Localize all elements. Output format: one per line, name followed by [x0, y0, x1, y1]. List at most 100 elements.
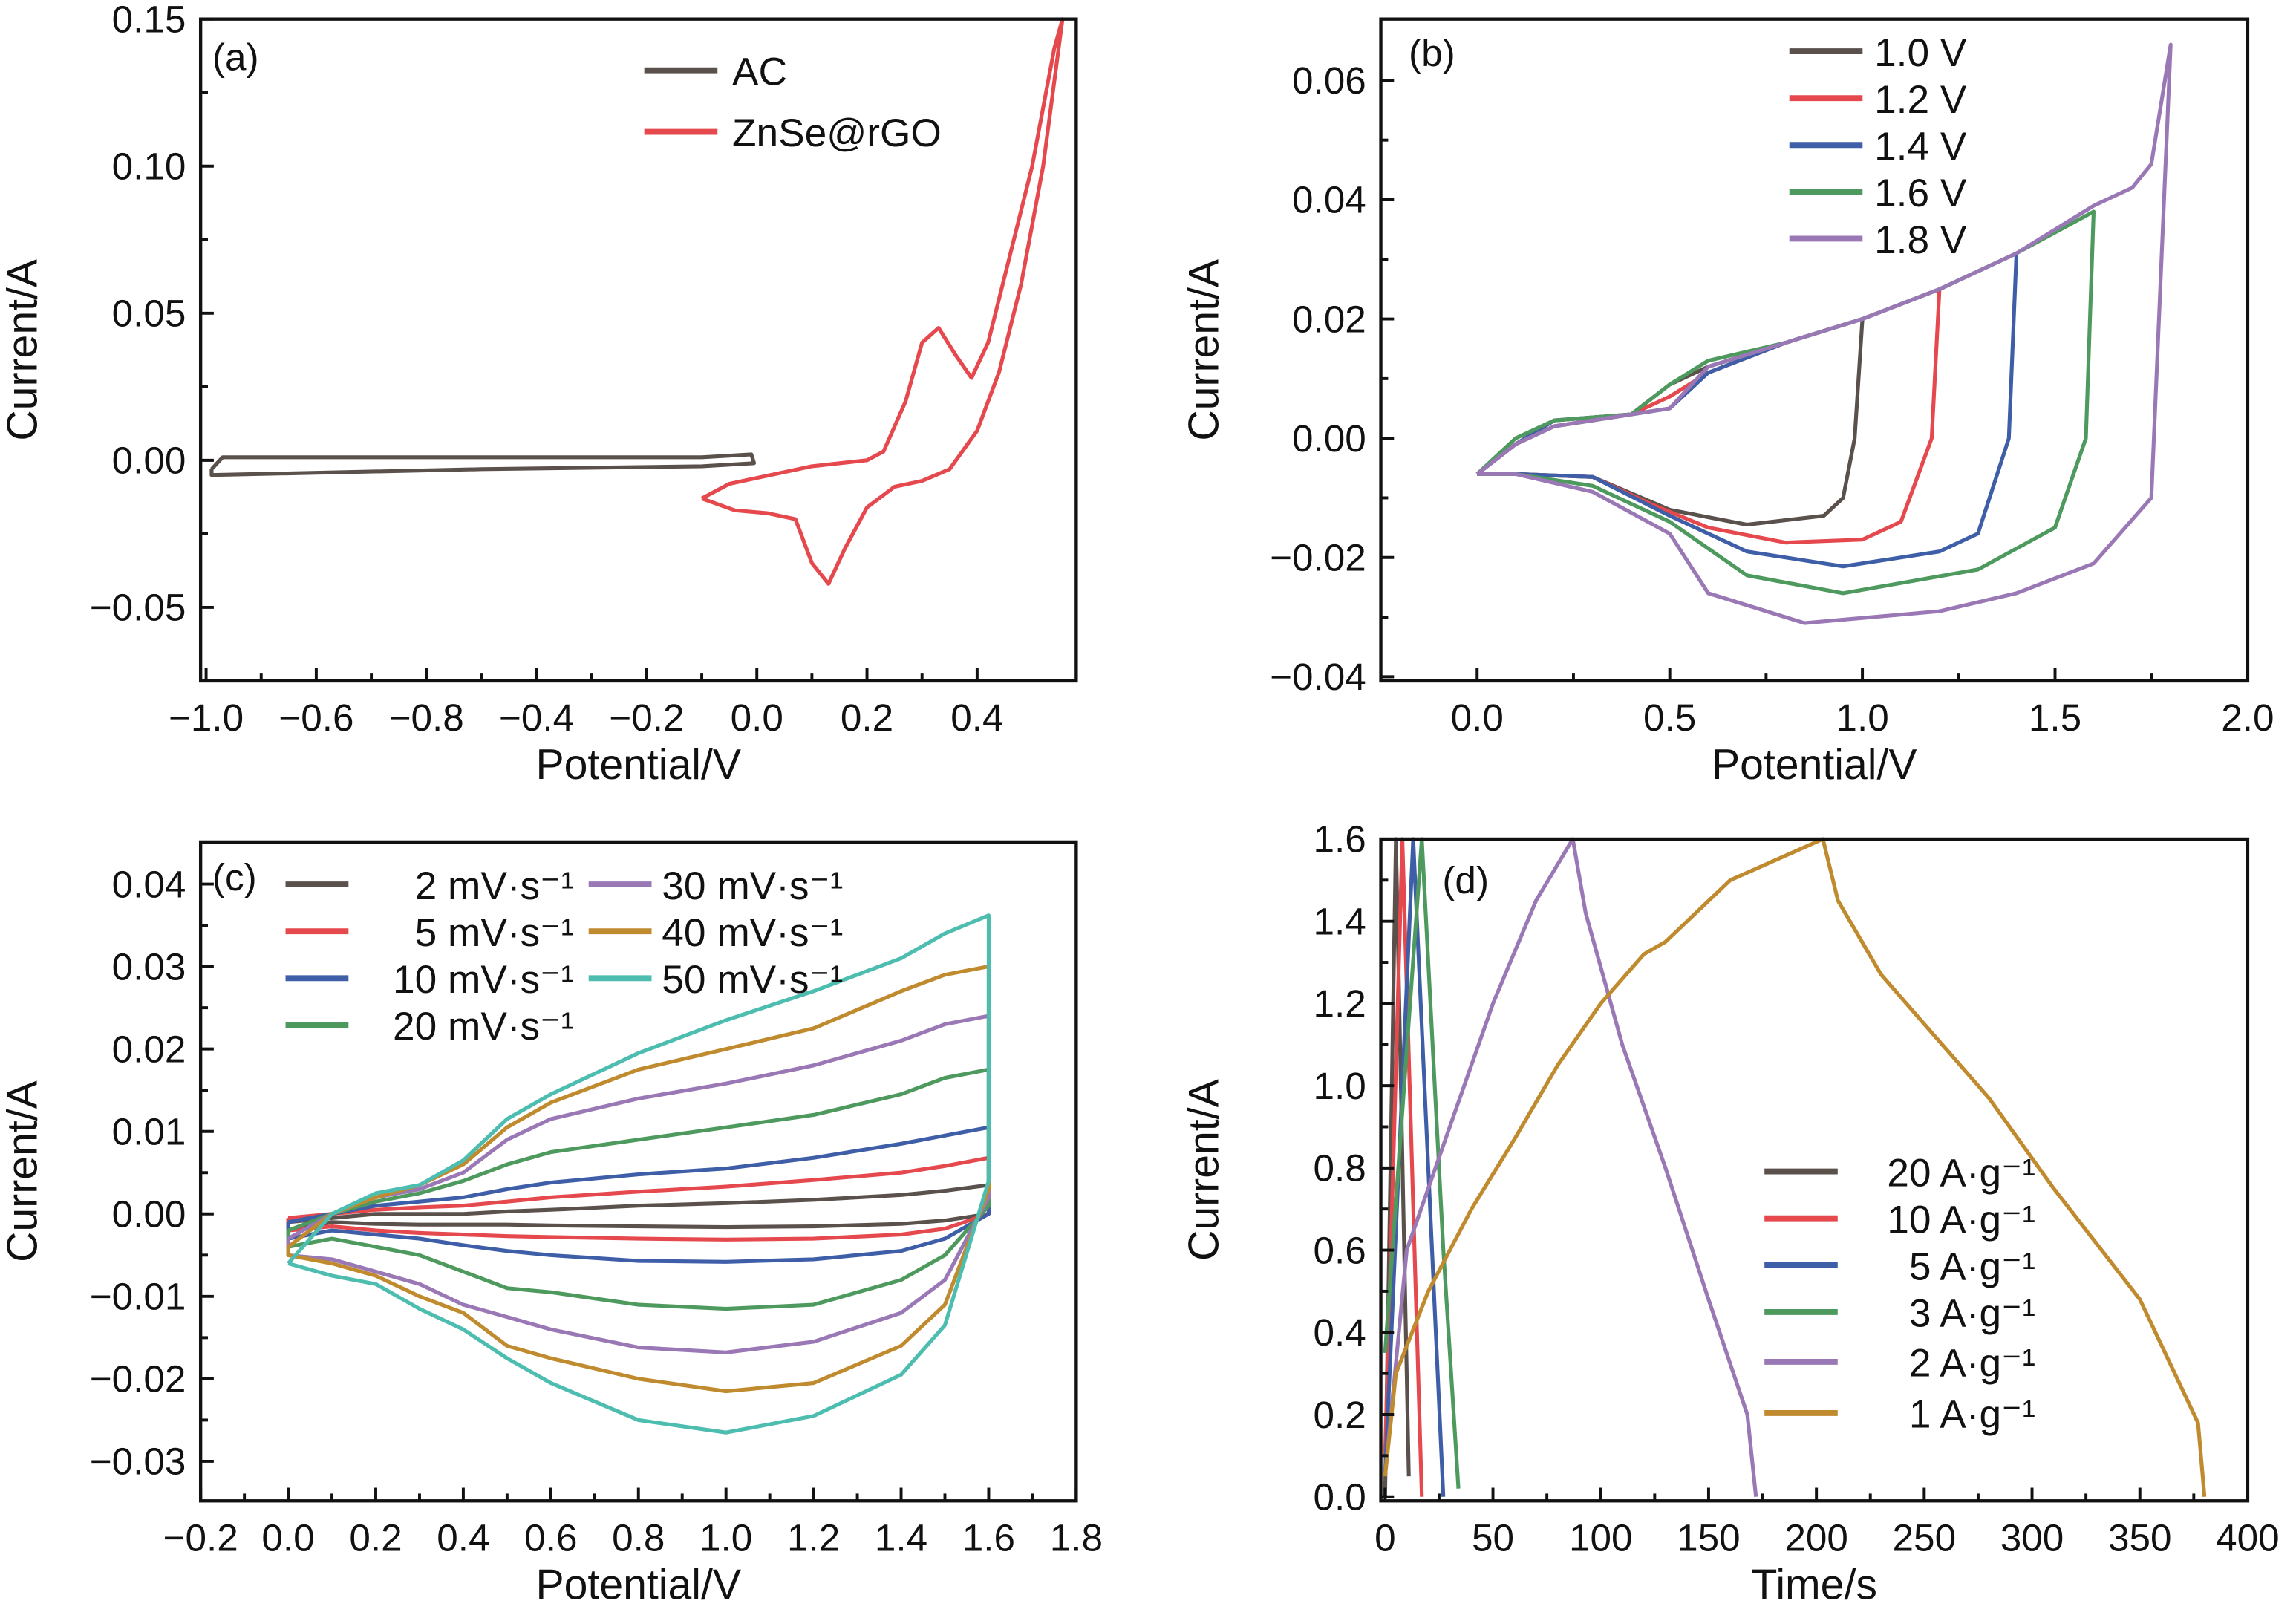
plot-frame — [198, 840, 1078, 1503]
x-tick-label: 0.4 — [437, 1516, 489, 1559]
legend-label: 2 mV·s⁻¹ — [415, 864, 574, 908]
x-tick-label: 0 — [1374, 1516, 1396, 1559]
legend-label: 1.4 V — [1874, 125, 1967, 169]
y-tick-label: 1.2 — [1314, 982, 1366, 1025]
y-tick-label: 0.02 — [112, 1028, 186, 1070]
x-tick-label: 0.2 — [349, 1516, 402, 1559]
legend-item: 30 mV·s⁻¹ — [588, 864, 843, 908]
legend-label: 40 mV·s⁻¹ — [662, 911, 843, 955]
legend-label: ZnSe@rGO — [732, 111, 942, 155]
x-tick-label: 200 — [1784, 1516, 1848, 1559]
x-tick-label: 1.6 — [962, 1516, 1015, 1559]
legend-label: AC — [732, 50, 787, 94]
legend-label: 1 A·g⁻¹ — [1909, 1393, 2035, 1437]
y-tick-label: 0.04 — [1292, 179, 1366, 221]
x-tick-label: 350 — [2108, 1516, 2172, 1559]
y-tick-label: 0.8 — [1314, 1147, 1366, 1190]
legend-item: 1.2 V — [1789, 78, 1967, 122]
legend-label: 1.0 V — [1874, 31, 1967, 75]
legend-item: 10 A·g⁻¹ — [1764, 1198, 2035, 1242]
x-tick-label: 1.4 — [875, 1516, 927, 1559]
y-axis-label: Current/A — [0, 258, 46, 441]
x-tick-label: 50 — [1472, 1516, 1514, 1559]
x-tick-label: 1.0 — [1836, 697, 1888, 739]
legend-item: 1 A·g⁻¹ — [1764, 1393, 2035, 1437]
panel-a: −1.0 −0.6 −0.8 −0.4 −0.2 0.0 0.2 0.4 −0.05 0.00 0.… — [0, 0, 1078, 789]
legend-label: 10 A·g⁻¹ — [1887, 1198, 2035, 1242]
legend-item: 50 mV·s⁻¹ — [588, 958, 843, 1002]
y-tick-label: 0.4 — [1314, 1311, 1366, 1354]
series-line-0 — [209, 452, 757, 477]
x-tick-label: −0.2 — [163, 1516, 238, 1559]
series-line-4 — [286, 1014, 991, 1354]
y-tick-label: 0.2 — [1314, 1394, 1366, 1436]
plot-frame — [198, 17, 1078, 683]
y-tick-label: −0.02 — [1270, 537, 1366, 579]
series-line-3 — [1383, 837, 1461, 1489]
x-tick-label: 0.0 — [731, 697, 783, 739]
y-tick-label: 1.0 — [1314, 1065, 1366, 1107]
series-line-1 — [1475, 287, 1942, 545]
legend-item: 10 mV·s⁻¹ — [285, 958, 574, 1002]
x-tick-label: 2.0 — [2221, 697, 2274, 739]
series-line-5 — [1383, 837, 2207, 1497]
legend-item: 5 A·g⁻¹ — [1764, 1245, 2035, 1289]
y-tick-label: 0.04 — [112, 863, 186, 905]
legend-label: 20 A·g⁻¹ — [1887, 1151, 2035, 1195]
legend-label: 30 mV·s⁻¹ — [662, 864, 843, 908]
x-tick-label: 300 — [2000, 1516, 2064, 1559]
legend-item: 40 mV·s⁻¹ — [588, 911, 843, 955]
x-tick-label: 0.4 — [950, 697, 1003, 739]
x-tick-label: −0.4 — [499, 697, 574, 739]
x-tick-label: 0.2 — [841, 697, 893, 739]
legend-label: 2 A·g⁻¹ — [1909, 1342, 2035, 1386]
x-tick-label: −0.6 — [278, 697, 353, 739]
y-axis-label: Current/A — [1181, 258, 1228, 441]
panel-d: 0 50 100 150 200 250 300 350 400 0.0 0.2 0.4 0.6 0.8 1… — [1181, 818, 2280, 1609]
series-line-2 — [1475, 251, 2019, 569]
plot-frame — [1379, 17, 2250, 683]
series-line-6 — [287, 913, 991, 1435]
x-axis-label: Potential/V — [1712, 741, 1917, 789]
panel-b: 0.0 0.5 1.0 1.5 2.0 −0.04 −0.02 0.00 0.02 0.04 0.0… — [1181, 17, 2274, 789]
y-tick-label: 0.00 — [112, 1193, 186, 1236]
legend-item: 1.8 V — [1789, 218, 1967, 262]
legend-item: AC — [644, 50, 787, 94]
y-axis-label: Current/A — [0, 1080, 46, 1262]
x-tick-label: 1.5 — [2029, 697, 2081, 739]
legend-item: 1.4 V — [1789, 125, 1967, 169]
x-tick-label: 0.8 — [612, 1516, 665, 1559]
x-tick-label: 100 — [1569, 1516, 1633, 1559]
panel-label: (a) — [212, 36, 259, 79]
legend-item: 1.6 V — [1789, 172, 1967, 215]
x-tick-label: 1.2 — [787, 1516, 840, 1559]
y-tick-label: 0.10 — [112, 145, 186, 187]
y-tick-label: 1.4 — [1314, 900, 1366, 942]
legend-label: 5 mV·s⁻¹ — [415, 911, 574, 955]
series-line-0 — [1475, 316, 1865, 527]
series-line-5 — [286, 964, 991, 1394]
x-tick-label: −0.2 — [609, 697, 684, 739]
x-tick-label: 250 — [1893, 1516, 1957, 1559]
x-tick-label: 0.6 — [524, 1516, 577, 1559]
y-tick-label: 0.15 — [112, 0, 186, 40]
panel-label: (d) — [1442, 859, 1489, 901]
series-line-1 — [700, 17, 1065, 586]
y-tick-label: −0.03 — [90, 1441, 186, 1483]
y-tick-label: 0.05 — [112, 293, 186, 335]
legend-item: 20 mV·s⁻¹ — [285, 1005, 574, 1048]
legend-item: 2 A·g⁻¹ — [1764, 1342, 2035, 1386]
x-tick-label: 1.8 — [1050, 1516, 1103, 1559]
series-line-3 — [286, 1067, 991, 1311]
y-tick-label: −0.05 — [90, 587, 186, 629]
y-tick-label: 1.6 — [1314, 818, 1366, 861]
legend-label: 3 A·g⁻¹ — [1909, 1292, 2035, 1336]
y-tick-label: −0.02 — [90, 1358, 186, 1400]
y-axis-label: Current/A — [1181, 1078, 1228, 1261]
legend-label: 10 mV·s⁻¹ — [393, 958, 574, 1002]
y-tick-label: 0.0 — [1314, 1475, 1366, 1518]
y-tick-label: −0.01 — [90, 1276, 186, 1318]
legend-label: 1.2 V — [1874, 78, 1967, 122]
x-axis-label: Potential/V — [536, 1561, 742, 1608]
